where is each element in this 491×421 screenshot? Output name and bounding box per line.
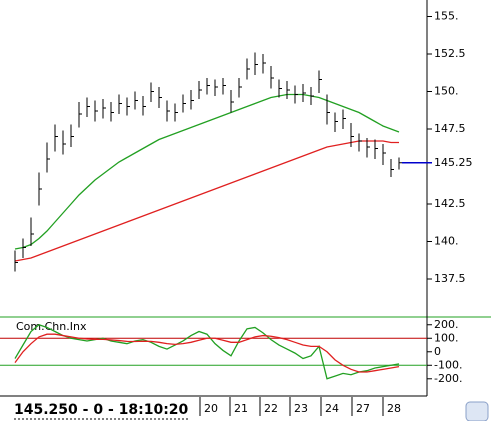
y-tick-label: 100. [434,331,459,344]
x-tick-label: 22 [264,402,278,415]
x-tick-label: 28 [387,402,401,415]
y-tick-label: -200. [434,372,462,385]
y-tick-label: 150. [434,85,459,98]
x-tick-label: 23 [294,402,308,415]
y-tick-label: -100. [434,358,462,371]
indicator-label: Com.Chn.Inx [16,320,87,333]
y-tick-label: 0 [434,345,441,358]
y-tick-label: 155. [434,10,459,23]
line [14,324,400,380]
status-text: 145.250 - 0 - 18:10:20 [14,402,189,418]
x-tick-label: 24 [325,402,339,415]
y-tick-label: 140. [434,235,459,248]
y-tick-label: 147.5 [434,122,466,135]
y-tick-label: 152.5 [434,47,466,60]
y-tick-label: 200. [434,318,459,331]
x-tick-label: 20 [204,402,218,415]
icon[interactable] [465,401,489,421]
y-tick-label: 142.5 [434,197,466,210]
y-tick-label: 137.5 [434,272,466,285]
line [14,333,400,373]
line [14,93,400,250]
line [14,140,399,262]
last-price-label: 145.25 [434,156,473,169]
x-tick-label: 21 [234,402,248,415]
x-tick-label: 27 [356,402,370,415]
